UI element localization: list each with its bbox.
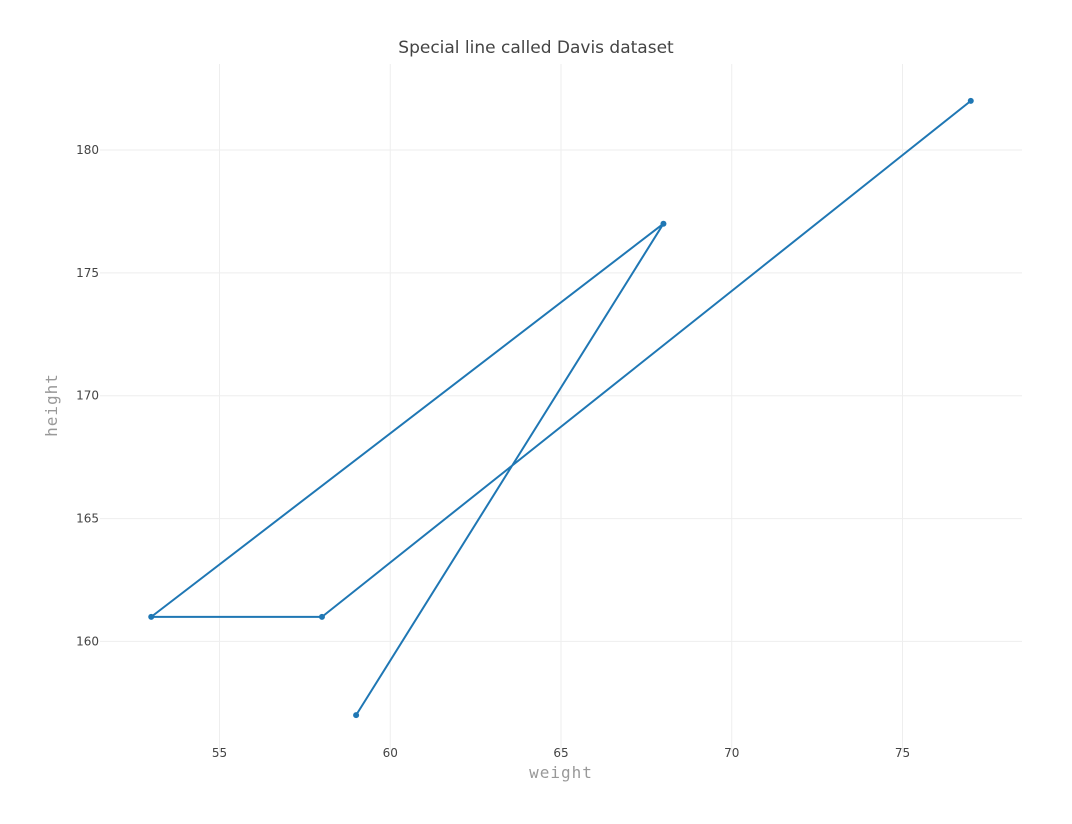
x-tick-label: 65 — [553, 746, 568, 760]
data-point[interactable] — [148, 613, 155, 620]
data-point[interactable] — [660, 220, 667, 227]
x-tick-label: 70 — [724, 746, 739, 760]
x-tick-label: 55 — [212, 746, 227, 760]
y-axis-label: height — [42, 373, 61, 437]
series-layer — [148, 97, 974, 719]
y-tick-label: 175 — [76, 266, 99, 280]
data-point[interactable] — [318, 613, 325, 620]
grid — [100, 64, 1022, 752]
y-tick-label: 160 — [76, 634, 99, 648]
data-point[interactable] — [967, 97, 974, 104]
chart-title: Special line called Davis dataset — [398, 38, 674, 58]
y-tick-label: 170 — [76, 389, 99, 403]
y-tick-label: 165 — [76, 512, 99, 526]
x-tick-label: 60 — [383, 746, 398, 760]
x-axis-label: weight — [529, 763, 593, 782]
x-tick-label: 75 — [895, 746, 910, 760]
data-point[interactable] — [353, 712, 360, 719]
tick-labels: 55 60 65 70 75 160 165 170 175 180 — [76, 143, 910, 760]
y-tick-label: 180 — [76, 143, 99, 157]
